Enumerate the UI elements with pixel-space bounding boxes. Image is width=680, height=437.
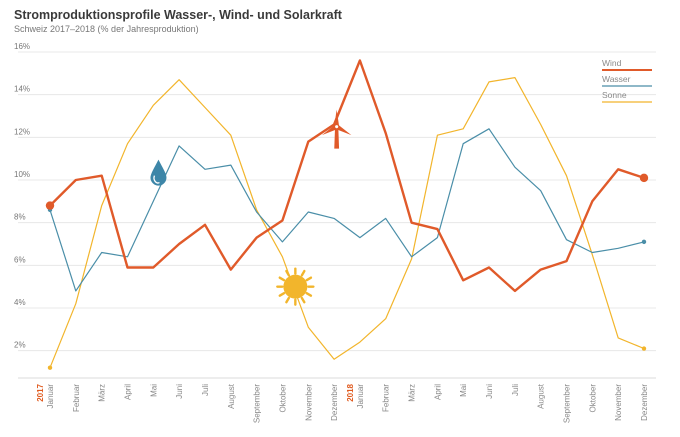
turbine-blade <box>321 125 337 136</box>
x-tick-label: März <box>98 384 107 402</box>
series-line-sonne <box>49 76 645 368</box>
y-tick-label: 12% <box>14 127 30 136</box>
y-tick-label: 8% <box>14 213 26 222</box>
y-tick-label: 4% <box>14 298 26 307</box>
x-tick-label: September <box>253 384 262 423</box>
series-lines <box>45 59 649 370</box>
y-tick-label: 14% <box>14 85 30 94</box>
legend-label-wind: Wind <box>602 58 622 68</box>
y-tick-label: 2% <box>14 341 26 350</box>
legend-label-wasser: Wasser <box>602 74 631 84</box>
x-tick-label: Februar <box>72 384 81 412</box>
turbine-blade <box>334 109 339 127</box>
y-axis: 2% 4% 6% 8% 10% 12% 14% 16% <box>14 42 30 350</box>
sun-ray <box>278 276 286 282</box>
start-point-wind <box>45 201 55 210</box>
series-line-wasser <box>49 128 645 292</box>
legend: Wind Wasser Sonne <box>602 58 652 103</box>
sun-ray <box>305 291 313 297</box>
x-tick-label: Juli <box>201 384 210 396</box>
x-tick-label: Juni <box>485 384 494 399</box>
water-drop-shape <box>150 159 167 186</box>
y-tick-label: 6% <box>14 255 26 264</box>
water-drop-icon <box>150 159 167 186</box>
x-tick-label: Januar <box>356 384 365 409</box>
year-label: 2018 <box>346 383 355 401</box>
x-tick-label: Dezember <box>640 384 649 421</box>
x-tick-label: Oktober <box>278 384 287 413</box>
y-tick-label: 10% <box>14 170 30 179</box>
x-tick-label: November <box>304 384 313 421</box>
sun-ray <box>305 276 313 282</box>
x-tick-label: Februar <box>382 384 391 412</box>
sun-ray <box>278 291 286 297</box>
end-point-wasser <box>641 239 647 245</box>
x-tick-label: November <box>614 384 623 421</box>
x-tick-label: April <box>433 384 442 400</box>
start-point-sonne <box>47 365 53 370</box>
chart-subtitle: Schweiz 2017–2018 (% der Jahresproduktio… <box>14 24 199 34</box>
sun-icon <box>276 267 315 306</box>
x-tick-label: August <box>537 383 546 409</box>
sun-ray <box>300 296 306 304</box>
x-tick-label: Juli <box>511 384 520 396</box>
end-point-sonne <box>641 346 647 351</box>
x-tick-label: September <box>563 384 572 423</box>
sun-disc <box>283 274 308 299</box>
water-drop-highlight <box>153 175 160 184</box>
x-tick-label: April <box>123 384 132 400</box>
sun-ray <box>300 269 306 277</box>
end-point-wind <box>639 173 649 183</box>
chart-title: Stromproduktionsprofile Wasser-, Wind- u… <box>14 8 342 22</box>
x-tick-label: August <box>227 383 236 409</box>
sun-ray <box>285 296 291 304</box>
wind-turbine-icon <box>321 109 352 149</box>
year-label: 2017 <box>36 383 45 401</box>
x-tick-label: Dezember <box>330 384 339 421</box>
x-axis: Januar Februar März April Mai Juni Juli August S… <box>18 377 656 423</box>
x-tick-label: Oktober <box>588 384 597 413</box>
x-tick-label: März <box>408 384 417 402</box>
x-tick-label: Mai <box>459 384 468 397</box>
y-tick-label: 16% <box>14 42 30 51</box>
sun-ray <box>285 269 291 277</box>
x-tick-label: Januar <box>46 384 55 409</box>
series-line-wind <box>49 59 645 293</box>
x-tick-label: Mai <box>149 384 158 397</box>
x-tick-label: Juni <box>175 384 184 399</box>
chart-icons <box>150 109 352 306</box>
grid <box>18 51 656 352</box>
legend-label-sonne: Sonne <box>602 90 627 100</box>
turbine-blade <box>336 125 352 136</box>
turbine-hub <box>333 123 340 130</box>
turbine-tower <box>334 126 340 149</box>
